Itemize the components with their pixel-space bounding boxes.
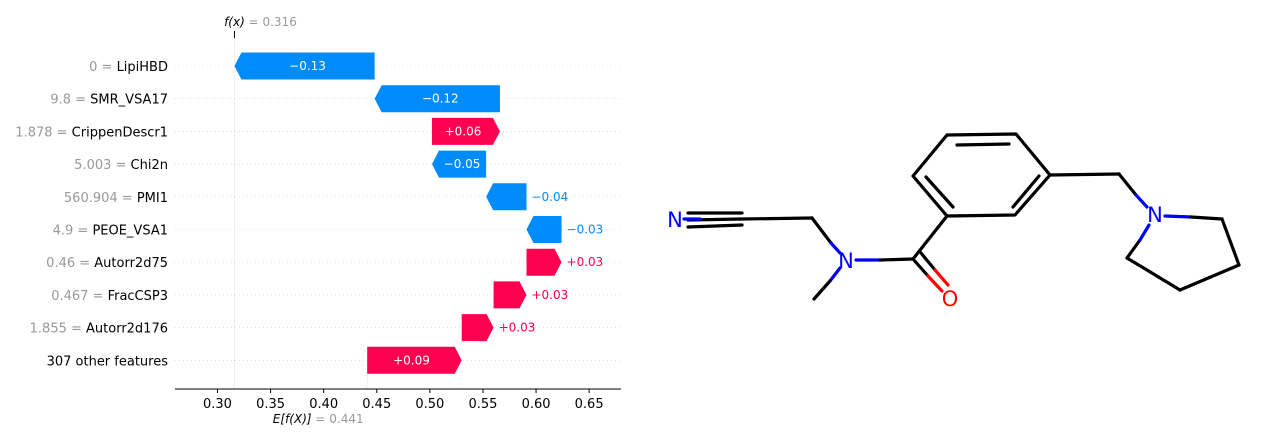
shap-bar-label: +0.09 bbox=[393, 353, 430, 367]
shap-bar-label: −0.05 bbox=[444, 157, 481, 171]
fx-value: 0.316 bbox=[262, 15, 296, 29]
shap-bar bbox=[526, 248, 562, 276]
shap-bar-label: +0.06 bbox=[445, 124, 482, 138]
n-methyl-bond-blue bbox=[828, 266, 842, 283]
nitrile-bond-3 bbox=[686, 223, 744, 229]
base-label: E[f(X)] bbox=[273, 412, 312, 426]
benzene-inner-bond-3 bbox=[1011, 174, 1041, 209]
shap-bar-label: −0.04 bbox=[531, 190, 568, 204]
feature-value: 1.855 = bbox=[30, 322, 86, 337]
carbonyl-bond-2 bbox=[919, 251, 937, 272]
pyrrolidine-bond-5 bbox=[1125, 238, 1142, 260]
pyrrolidine-bond-5-blue bbox=[1138, 223, 1151, 242]
shap-bar bbox=[461, 314, 494, 342]
shap-bar-label: −0.12 bbox=[422, 92, 459, 106]
feature-label: 1.878 = CrippenDescr1 bbox=[15, 125, 168, 140]
shap-bar-label: +0.03 bbox=[567, 255, 604, 269]
molecule-structure: N N O N bbox=[667, 132, 1241, 311]
feature-value: 9.8 = bbox=[50, 93, 90, 108]
carbonyl-bond-1-red bbox=[926, 274, 944, 293]
fx-equals: = bbox=[245, 15, 263, 29]
x-tick-label: 0.60 bbox=[522, 397, 551, 412]
shap-bar bbox=[486, 183, 527, 211]
shap-bar-label: +0.03 bbox=[499, 321, 536, 335]
feature-label: 9.8 = SMR_VSA17 bbox=[50, 93, 168, 108]
amide-nitrogen-atom: N bbox=[838, 249, 854, 273]
base-equals: = bbox=[312, 412, 330, 426]
pyrrolidine-bond-2 bbox=[1220, 217, 1241, 267]
feature-value: 0 = bbox=[89, 60, 116, 75]
feature-value: 0.467 = bbox=[51, 289, 107, 304]
feature-label: 4.9 = PEOE_VSA1 bbox=[53, 224, 168, 239]
feature-label: 5.003 = Chi2n bbox=[74, 158, 168, 173]
feature-value: 5.003 = bbox=[74, 158, 130, 173]
feature-name: PMI1 bbox=[137, 191, 168, 206]
shap-bar bbox=[493, 281, 527, 309]
pyrrolidine-bond-3 bbox=[1178, 263, 1241, 292]
pyrrolidine-bond-1 bbox=[1189, 215, 1224, 221]
nitrile-nitrogen-atom: N bbox=[667, 208, 683, 232]
feature-name: Autorr2d176 bbox=[86, 322, 168, 337]
feature-name: LipiHBD bbox=[117, 60, 168, 75]
feature-name: CrippenDescr1 bbox=[72, 125, 168, 140]
feature-label: 1.855 = Autorr2d176 bbox=[30, 322, 168, 337]
fx-annotation: f(x) = 0.316 bbox=[224, 15, 297, 29]
carbonyl-bond-2-red bbox=[933, 268, 950, 287]
shap-bar-label: −0.03 bbox=[567, 223, 604, 237]
shap-bar bbox=[367, 346, 462, 374]
n-carbonyl-bond bbox=[878, 257, 915, 262]
feature-label: 307 other features bbox=[47, 354, 169, 369]
x-tick-label: 0.45 bbox=[362, 397, 391, 412]
carbonyl-oxygen-atom: O bbox=[942, 287, 959, 311]
feature-label: 0 = LipiHBD bbox=[89, 60, 168, 75]
base-value-annotation: E[f(X)] = 0.441 bbox=[273, 412, 364, 426]
x-tick-label: 0.50 bbox=[415, 397, 444, 412]
feature-name: FracCSP3 bbox=[108, 289, 168, 304]
feature-value: 4.9 = bbox=[53, 224, 93, 239]
ch2-n-bond bbox=[810, 216, 833, 245]
shap-bar bbox=[526, 216, 562, 243]
fx-label: f(x) bbox=[224, 15, 245, 29]
feature-name: PEOE_VSA1 bbox=[92, 224, 168, 239]
x-tick-label: 0.55 bbox=[468, 397, 497, 412]
feature-label: 0.467 = FracCSP3 bbox=[51, 289, 168, 304]
carbonyl-bond-1 bbox=[911, 257, 930, 278]
base-value: 0.441 bbox=[329, 412, 363, 426]
feature-value: 560.904 = bbox=[64, 191, 137, 206]
feature-name: SMR_VSA17 bbox=[90, 93, 168, 108]
x-axis-ticks: 0.30 0.35 0.40 0.45 0.50 0.55 0.60 0.65 bbox=[203, 389, 604, 412]
shap-bar bbox=[431, 150, 487, 178]
cyano-ch2-bond bbox=[740, 216, 814, 221]
x-tick-label: 0.30 bbox=[203, 397, 232, 412]
x-tick-label: 0.40 bbox=[309, 397, 338, 412]
carbonyl-ring-bond bbox=[911, 214, 949, 261]
feature-rows: 0 = LipiHBD −0.13 9.8 = SMR_VSA17 −0.12 1.87… bbox=[15, 52, 604, 374]
feature-name: Autorr2d75 bbox=[94, 256, 168, 271]
pyrrolidine-nitrogen-atom: N bbox=[1147, 203, 1163, 227]
n-methyl-bond bbox=[812, 279, 832, 301]
shap-bar-label: −0.13 bbox=[289, 59, 326, 73]
feature-value: 0.46 = bbox=[46, 256, 94, 271]
shap-bar bbox=[374, 85, 500, 113]
x-tick-label: 0.35 bbox=[256, 397, 285, 412]
pyrrolidine-bond-4 bbox=[1125, 256, 1182, 292]
feature-value: 1.878 = bbox=[15, 125, 71, 140]
feature-name: 307 other features bbox=[47, 354, 169, 369]
feature-name: Chi2n bbox=[131, 158, 168, 173]
feature-label: 0.46 = Autorr2d75 bbox=[46, 256, 168, 271]
benzene-inner-bond-1 bbox=[955, 142, 1011, 147]
benzene-inner-bond-2 bbox=[924, 175, 955, 209]
feature-label: 560.904 = PMI1 bbox=[64, 191, 168, 206]
shap-bar bbox=[431, 117, 500, 145]
pyrrolidine-bond-1-blue bbox=[1163, 214, 1193, 219]
ch2-pyrrolidine-bond-blue bbox=[1134, 193, 1149, 209]
ch2-pyrrolidine-bond bbox=[1117, 172, 1138, 197]
ch2-n-bond-blue bbox=[829, 241, 842, 255]
benzene-ring bbox=[911, 132, 1052, 218]
ring-ch2-bond bbox=[1048, 172, 1121, 177]
shap-bar bbox=[234, 52, 375, 80]
x-tick-label: 0.65 bbox=[575, 397, 604, 412]
shap-bar-label: +0.03 bbox=[531, 288, 568, 302]
shap-waterfall-chart: f(x) = 0.316 0 = LipiHBD −0.13 9.8 = SMR_V… bbox=[15, 15, 621, 426]
